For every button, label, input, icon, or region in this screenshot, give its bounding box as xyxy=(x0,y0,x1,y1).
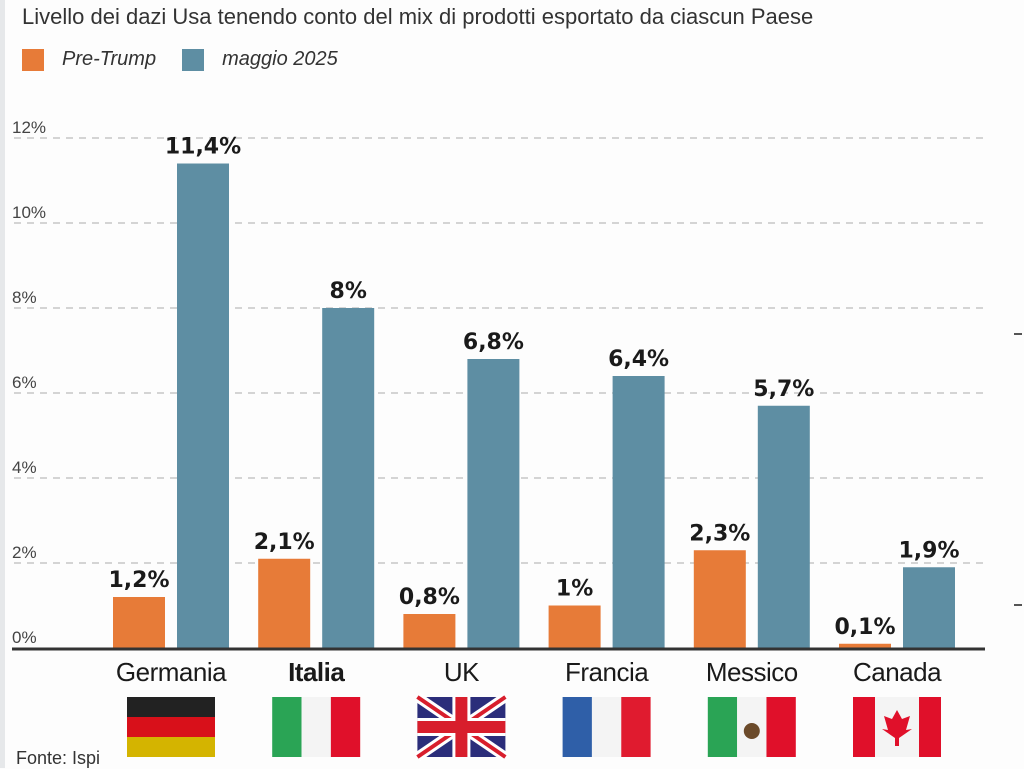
legend-swatch-pre-trump xyxy=(22,48,44,71)
x-tick-label: Germania xyxy=(116,657,227,687)
data-label: 1,2% xyxy=(108,568,169,593)
bar-italia-1 xyxy=(322,308,375,648)
bar-messico-1 xyxy=(757,405,810,648)
data-label: 6,8% xyxy=(463,330,524,355)
data-label: 0,1% xyxy=(834,615,895,640)
bar-canada-1 xyxy=(903,567,955,648)
source-note: Fonte: Ispi xyxy=(16,748,101,768)
legend-item-maggio-2025: maggio 2025 xyxy=(182,48,338,71)
x-tick-label: Francia xyxy=(565,657,649,687)
x-tick-label: UK xyxy=(444,657,480,687)
bar-uk-0 xyxy=(403,614,456,648)
bar-germania-0 xyxy=(113,597,165,648)
data-label: 1% xyxy=(556,577,593,602)
data-label: 2,1% xyxy=(254,530,315,555)
legend: Pre-Trump maggio 2025 xyxy=(22,48,364,71)
bar-francia-0 xyxy=(548,605,601,648)
canada-flag-icon xyxy=(853,697,941,757)
germany-flag-icon xyxy=(127,697,215,757)
x-tick-label: Italia xyxy=(288,657,345,687)
x-tick-label: Messico xyxy=(706,657,798,687)
y-tick-label: 4% xyxy=(12,458,37,477)
legend-label: maggio 2025 xyxy=(222,48,338,70)
y-tick-label: 6% xyxy=(12,373,37,392)
legend-item-pre-trump: Pre-Trump xyxy=(22,48,156,71)
bar-uk-1 xyxy=(467,359,520,648)
bar-italia-0 xyxy=(258,558,311,648)
page-edge xyxy=(0,0,5,768)
bar-germania-1 xyxy=(177,163,229,648)
data-label: 1,9% xyxy=(898,538,959,563)
data-label: 6,4% xyxy=(608,347,669,372)
x-tick-label: Canada xyxy=(853,657,942,687)
data-label: 5,7% xyxy=(753,377,814,402)
uk-flag-icon xyxy=(414,692,509,762)
italy-flag-icon xyxy=(272,697,361,757)
data-label: 0,8% xyxy=(399,585,460,610)
data-label: 8% xyxy=(330,279,367,304)
france-flag-icon xyxy=(562,697,651,757)
y-tick-label: 12% xyxy=(12,118,46,137)
legend-swatch-maggio-2025 xyxy=(182,48,205,71)
bar-francia-1 xyxy=(612,376,665,648)
bar-messico-0 xyxy=(693,550,746,648)
data-label: 2,3% xyxy=(689,521,750,546)
chart-title: Livello dei dazi Usa tenendo conto del m… xyxy=(22,4,814,29)
data-label: 11,4% xyxy=(165,135,241,160)
mexico-flag-icon xyxy=(707,697,796,757)
y-tick-label: 0% xyxy=(12,628,37,647)
legend-label: Pre-Trump xyxy=(62,48,157,70)
bar-canada-0 xyxy=(839,643,891,648)
y-tick-label: 8% xyxy=(12,288,37,307)
y-tick-label: 10% xyxy=(12,203,46,222)
y-tick-label: 2% xyxy=(12,543,37,562)
